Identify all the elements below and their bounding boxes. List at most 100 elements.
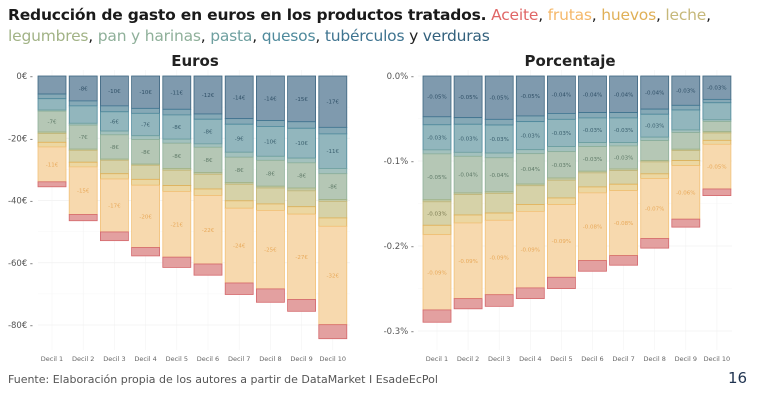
bar-segment-huevos [515,204,545,212]
bar-segment-leche [515,185,545,205]
data-label: -8€ [141,150,150,156]
bar-segment-leche [578,172,607,188]
source-footer: Fuente: Elaboración propia de los autore… [8,373,438,386]
data-label: -0.03% [427,212,446,218]
bar-segment-huevos [609,183,638,191]
data-label: -15€ [77,189,90,195]
bar-segment-verduras [193,75,223,115]
bar-segment-aceite [287,299,317,312]
bar-segment-huevos [547,197,576,206]
y-tick-label: -0.3% - [384,327,414,337]
legend-word-tubérculos: tubérculos [324,27,405,45]
bar-segment-pan-y-harinas [453,155,483,194]
bar-segment-pan-y-harinas [702,121,732,133]
data-label: -8€ [297,173,306,179]
x-tick-label: Decil 7 [612,355,634,363]
bar-segment-leche [671,150,701,161]
bar-segment-aceite [68,214,98,222]
data-label: -20€ [139,214,152,220]
data-label: -0.05% [427,175,446,181]
data-label: -0.04% [583,92,602,98]
bar-segment-frutas [131,184,161,248]
data-label: -0.04% [645,91,664,97]
data-label: -8€ [328,185,337,191]
bar-segment-huevos [287,206,317,215]
chart-title: Euros [171,52,219,70]
bar-segment-pasta [547,146,576,153]
bar-segment-frutas [453,222,483,300]
data-label: -0.09% [521,248,540,254]
data-label: -25€ [264,248,277,254]
bar-segment-quesos [671,109,701,131]
legend-word-leche: leche [665,6,707,24]
bar-segment-pasta [131,135,161,140]
data-label: -0.09% [427,270,446,276]
bar-segment-verduras [453,75,483,119]
bar-segment-frutas [484,219,514,296]
bar-segment-aceite [131,247,161,257]
bar-segment-pasta [287,157,317,164]
bar-segment-leche [609,170,638,185]
bar-segment-leche [547,179,576,199]
bar-segment-huevos [162,185,192,192]
bar-segment-pasta [578,142,607,147]
x-tick-label: Decil 7 [228,355,250,363]
data-label: -7€ [79,135,88,141]
data-label: -0.04% [614,92,633,98]
data-label: -14€ [264,96,277,102]
data-label: -9€ [235,136,244,142]
bar-segment-aceite [671,218,701,228]
bar-segment-tubérculos [671,104,701,111]
bar-segment-leche [162,169,192,186]
bar-segment-quesos [453,123,483,153]
bar-segment-huevos [37,141,67,148]
y-tick-label: -40€ - [8,197,33,207]
legend-separator: y [404,27,423,45]
x-tick-label: Decil 8 [259,355,281,363]
bar-segment-frutas [255,210,285,290]
bar-segment-leche [453,194,483,216]
bar-segment-aceite [255,288,285,303]
bar-segment-quesos [422,124,452,151]
x-tick-label: Decil 5 [550,355,572,363]
bar-segment-huevos [422,224,452,236]
bar-segment-quesos [37,98,67,111]
bar-segment-legumbres [287,187,317,192]
bar-segment-tubérculos [162,108,192,116]
legend-separator: , [655,6,666,24]
bar-segment-huevos [224,200,254,209]
data-label: -0.03% [552,131,571,137]
bar-segment-verduras [255,75,285,121]
chart-euros: Euros 0€ - -20€ - -40€ - -60€ - -80€ - Decil 1… [8,52,350,363]
data-label: -0.09% [489,256,508,262]
bar-segment-frutas [671,165,701,220]
bar-segment-quesos [515,121,545,151]
legend-separator: , [706,6,711,24]
data-label: -0.04% [458,173,477,179]
bar-segment-pasta [609,142,638,147]
bar-segment-pan-y-harinas [255,159,285,187]
bar-segment-verduras [287,75,317,123]
y-tick-label: 0.0% - [387,72,414,82]
legend-word-verduras: verduras [422,27,490,45]
bar-segment-pan-y-harinas [484,157,514,193]
data-label: -0.05% [427,94,446,100]
bar-segment-leche [100,159,129,175]
data-label: -0.03% [676,89,695,95]
bar-segment-quesos [702,102,732,121]
data-label: -0.05% [458,95,477,101]
bar-segment-huevos [453,214,483,224]
slide-title: Reducción de gasto en euros en los produ… [8,5,763,47]
bar-segment-verduras [484,75,514,120]
data-label: -0.03% [521,134,540,140]
bar-segment-huevos [255,203,285,211]
bar-segment-aceite [162,256,192,268]
bar-segment-quesos [484,124,514,154]
x-tick-label: Decil 8 [643,355,665,363]
x-tick-label: Decil 2 [457,355,479,363]
bar-segment-pasta [224,151,254,158]
data-label: -7€ [141,123,150,129]
data-label: -7€ [48,120,57,126]
bar-segment-frutas [193,195,223,265]
bar-segment-huevos [702,139,732,145]
